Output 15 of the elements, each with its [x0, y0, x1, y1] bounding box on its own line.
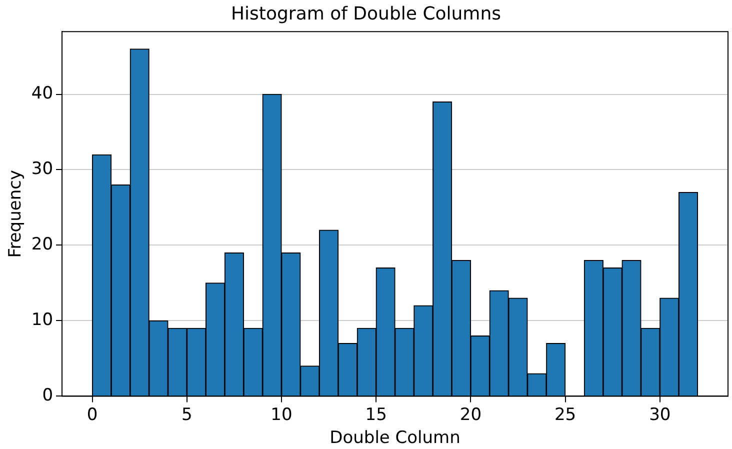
x-tick-label: 0 [86, 404, 98, 425]
y-tick-label: 40 [31, 84, 54, 104]
y-axis-title: Frequency [6, 170, 26, 258]
y-tick-label: 20 [31, 234, 54, 255]
x-tick-label: 5 [181, 404, 192, 425]
y-tick-label: 0 [42, 386, 54, 406]
x-tick-label: 15 [365, 404, 387, 425]
chart-title: Histogram of Double Columns [231, 3, 501, 24]
x-tick-label: 30 [649, 404, 671, 425]
x-tick-label: 10 [270, 404, 292, 425]
x-axis-title: Double Column [330, 428, 460, 448]
x-tick-label: 20 [460, 404, 482, 425]
y-tick-label: 10 [31, 310, 54, 330]
x-tick-label: 25 [554, 404, 576, 425]
y-tick-label: 30 [31, 159, 54, 180]
